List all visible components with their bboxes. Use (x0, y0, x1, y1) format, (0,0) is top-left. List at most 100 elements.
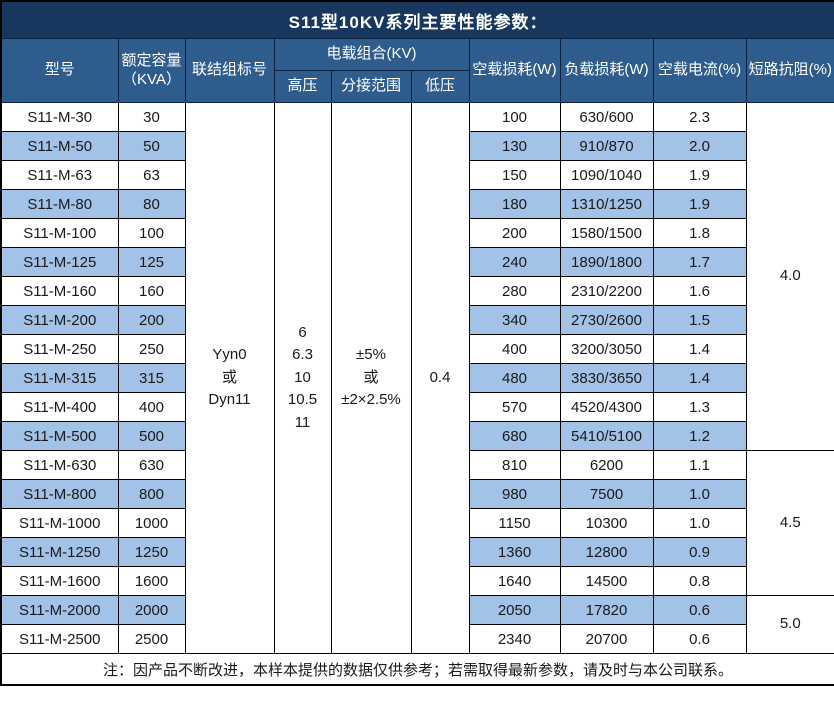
cell-no-load-loss: 480 (468, 363, 561, 393)
cell-model: S11-M-2500 (0, 624, 119, 654)
table-footer: 注：因产品不断改进，本样本提供的数据仅供参考；若需取得最新参数，请及时与本公司联… (0, 653, 834, 686)
cell-model: S11-M-100 (0, 218, 119, 248)
table-row: S11-M-630 630 810 6200 1.1 4.5 (0, 450, 834, 596)
cell-load-loss: 6200 (559, 450, 654, 480)
cell-capacity: 200 (117, 305, 186, 335)
cell-load-loss: 7500 (559, 479, 654, 509)
col-header-impedance: 短路抗阻(%) (745, 38, 834, 103)
cell-model: S11-M-630 (0, 450, 119, 480)
footer-note: 注：因产品不断改进，本样本提供的数据仅供参考；若需取得最新参数，请及时与本公司联… (0, 653, 834, 686)
cell-impedance: 4.0 (745, 102, 834, 451)
cell-no-load-current: 1.9 (652, 189, 747, 219)
col-header-load-loss: 负载损耗(W) (559, 38, 654, 103)
col-header-lv: 低压 (410, 70, 470, 103)
col-header-hv: 高压 (273, 70, 332, 103)
cell-model: S11-M-1250 (0, 537, 119, 567)
cell-load-loss: 1890/1800 (559, 247, 654, 277)
cell-model: S11-M-30 (0, 102, 119, 132)
cell-no-load-current: 1.1 (652, 450, 747, 480)
cell-capacity: 125 (117, 247, 186, 277)
cell-no-load-current: 1.8 (652, 218, 747, 248)
cell-lv: 0.4 (410, 102, 470, 654)
table-row: S11-M-250 250 400 3200/3050 1.4 (0, 334, 834, 364)
cell-no-load-loss: 280 (468, 276, 561, 306)
cell-model: S11-M-200 (0, 305, 119, 335)
cell-capacity: 2000 (117, 595, 186, 625)
cell-model: S11-M-500 (0, 421, 119, 451)
header-row-top: 型号 额定容量 （KVA） 联结组标号 电载组合(KV) 空载损耗(W) 负载损… (0, 38, 834, 103)
col-header-no-load-current: 空载电流(%) (652, 38, 747, 103)
cell-load-loss: 20700 (559, 624, 654, 654)
cell-load-loss: 910/870 (559, 131, 654, 161)
cell-capacity: 100 (117, 218, 186, 248)
cell-no-load-loss: 400 (468, 334, 561, 364)
cell-capacity: 30 (117, 102, 186, 132)
spec-table: S11型10KV系列主要性能参数： 型号 额定容量 （KVA） 联结组标号 电载… (0, 0, 834, 686)
cell-no-load-current: 1.0 (652, 479, 747, 509)
cell-capacity: 500 (117, 421, 186, 451)
page-title: S11型10KV系列主要性能参数： (0, 0, 834, 39)
cell-model: S11-M-1600 (0, 566, 119, 596)
cell-load-loss: 630/600 (559, 102, 654, 132)
cell-no-load-loss: 130 (468, 131, 561, 161)
table-row: S11-M-315 315 480 3830/3650 1.4 (0, 363, 834, 393)
cell-capacity: 1000 (117, 508, 186, 538)
cell-capacity: 1250 (117, 537, 186, 567)
cell-capacity: 50 (117, 131, 186, 161)
cell-load-loss: 17820 (559, 595, 654, 625)
cell-no-load-current: 0.6 (652, 624, 747, 654)
cell-capacity: 400 (117, 392, 186, 422)
cell-model: S11-M-50 (0, 131, 119, 161)
cell-load-loss: 1580/1500 (559, 218, 654, 248)
title-row: S11型10KV系列主要性能参数： (0, 0, 834, 39)
table-row: S11-M-125 125 240 1890/1800 1.7 (0, 247, 834, 277)
cell-no-load-current: 1.6 (652, 276, 747, 306)
cell-no-load-current: 2.0 (652, 131, 747, 161)
cell-capacity: 1600 (117, 566, 186, 596)
cell-load-loss: 1310/1250 (559, 189, 654, 219)
col-header-connection-group: 联结组标号 (184, 38, 275, 103)
table-body: S11-M-30 30 Yyn0 或 Dyn11 6 6.3 10 10.5 11 ±5… (0, 102, 834, 654)
cell-hv: 6 6.3 10 10.5 11 (273, 102, 332, 654)
cell-impedance: 5.0 (745, 595, 834, 654)
cell-no-load-loss: 150 (468, 160, 561, 190)
header-row-sub: 高压 分接范围 低压 (1, 70, 834, 103)
cell-model: S11-M-80 (0, 189, 119, 219)
cell-load-loss: 5410/5100 (559, 421, 654, 451)
table-row: S11-M-50 50 130 910/870 2.0 (0, 131, 834, 161)
cell-impedance: 4.5 (745, 450, 834, 596)
table-row: S11-M-63 63 150 1090/1040 1.9 (0, 160, 834, 190)
cell-no-load-loss: 200 (468, 218, 561, 248)
col-header-model: 型号 (0, 38, 119, 103)
table-row: S11-M-30 30 Yyn0 或 Dyn11 6 6.3 10 10.5 11 ±5… (0, 102, 834, 654)
cell-model: S11-M-125 (0, 247, 119, 277)
cell-capacity: 315 (117, 363, 186, 393)
col-header-capacity-line1: 额定容量 (121, 51, 182, 69)
cell-load-loss: 12800 (559, 537, 654, 567)
cell-no-load-loss: 570 (468, 392, 561, 422)
table-row: S11-M-500 500 680 5410/5100 1.2 (0, 421, 834, 451)
cell-model: S11-M-315 (0, 363, 119, 393)
cell-no-load-current: 0.9 (652, 537, 747, 567)
cell-connection-group: Yyn0 或 Dyn11 (184, 102, 275, 654)
cell-model: S11-M-400 (0, 392, 119, 422)
cell-no-load-loss: 100 (468, 102, 561, 132)
cell-no-load-current: 1.4 (652, 363, 747, 393)
cell-no-load-loss: 980 (468, 479, 561, 509)
cell-load-loss: 3830/3650 (559, 363, 654, 393)
col-header-capacity: 额定容量 （KVA） (117, 38, 186, 103)
cell-no-load-current: 1.7 (652, 247, 747, 277)
cell-no-load-loss: 2050 (468, 595, 561, 625)
cell-no-load-current: 1.4 (652, 334, 747, 364)
cell-capacity: 250 (117, 334, 186, 364)
cell-tap-range: ±5% 或 ±2×2.5% (330, 102, 412, 654)
cell-no-load-loss: 180 (468, 189, 561, 219)
table-row: S11-M-2000 2000 2050 17820 0.6 5.0 (0, 595, 834, 654)
cell-load-loss: 2730/2600 (559, 305, 654, 335)
cell-model: S11-M-160 (0, 276, 119, 306)
col-header-no-load-loss: 空载损耗(W) (468, 38, 561, 103)
cell-capacity: 800 (117, 479, 186, 509)
cell-no-load-current: 1.2 (652, 421, 747, 451)
cell-load-loss: 2310/2200 (559, 276, 654, 306)
cell-no-load-current: 1.3 (652, 392, 747, 422)
